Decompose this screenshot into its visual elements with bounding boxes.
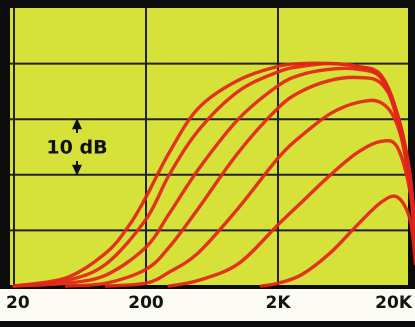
left-border xyxy=(0,0,10,287)
response-curve-6 xyxy=(167,138,415,288)
x-axis-ticks: 20 200 2K 20K xyxy=(6,293,413,313)
x-tick-label-20: 20 xyxy=(6,293,30,313)
x-tick-label-20k: 20K xyxy=(375,293,413,313)
annotation-arrowhead-up xyxy=(72,118,82,130)
x-tick-label-200: 200 xyxy=(128,293,164,313)
response-curve-5 xyxy=(104,98,415,288)
footer-rule xyxy=(0,321,415,327)
right-border xyxy=(408,0,415,287)
annotation-arrowhead-down xyxy=(72,164,82,176)
annotation-label: 10 dB xyxy=(46,137,107,159)
top-border xyxy=(0,0,415,8)
bottom-border xyxy=(0,285,415,289)
response-curves xyxy=(12,61,415,288)
response-curve-4 xyxy=(64,75,415,288)
level-annotation: 10 dB xyxy=(46,118,108,176)
response-curve-7 xyxy=(259,194,415,288)
x-tick-label-2k: 2K xyxy=(265,293,291,313)
